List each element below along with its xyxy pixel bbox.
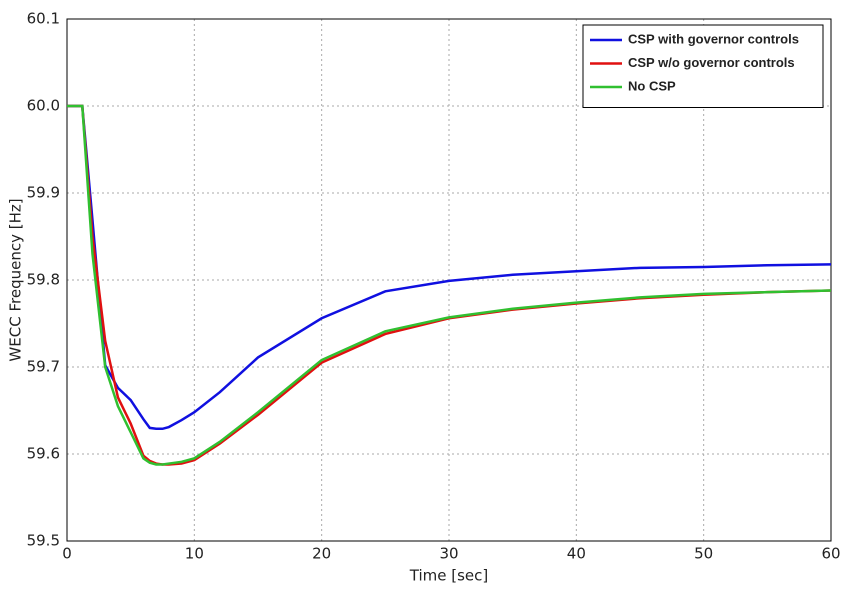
y-axis-label: WECC Frequency [Hz]: [7, 198, 25, 361]
x-tick-label: 20: [312, 545, 331, 563]
plot-frame: [66, 18, 832, 542]
legend-label: CSP w/o governor controls: [628, 55, 795, 70]
y-tick-label: 59.8: [27, 271, 60, 289]
x-tick-label: 10: [185, 545, 204, 563]
legend-box: [582, 24, 824, 108]
y-tick-label: 59.5: [27, 532, 60, 550]
legend-label: No CSP: [628, 78, 676, 93]
y-tick-label: 60.0: [27, 97, 60, 115]
y-tick-label: 60.1: [27, 10, 60, 28]
x-tick-label: 40: [567, 545, 586, 563]
x-tick-label: 30: [439, 545, 458, 563]
legend-label: CSP with governor controls: [628, 31, 799, 46]
y-tick-label: 59.9: [27, 184, 60, 202]
x-tick-label: 50: [694, 545, 713, 563]
x-axis-label: Time [sec]: [409, 567, 488, 585]
y-tick-label: 59.6: [27, 445, 60, 463]
x-tick-label: 0: [62, 545, 72, 563]
series-line: [67, 104, 832, 466]
y-tick-label: 59.7: [27, 358, 60, 376]
x-tick-label: 60: [821, 545, 840, 563]
